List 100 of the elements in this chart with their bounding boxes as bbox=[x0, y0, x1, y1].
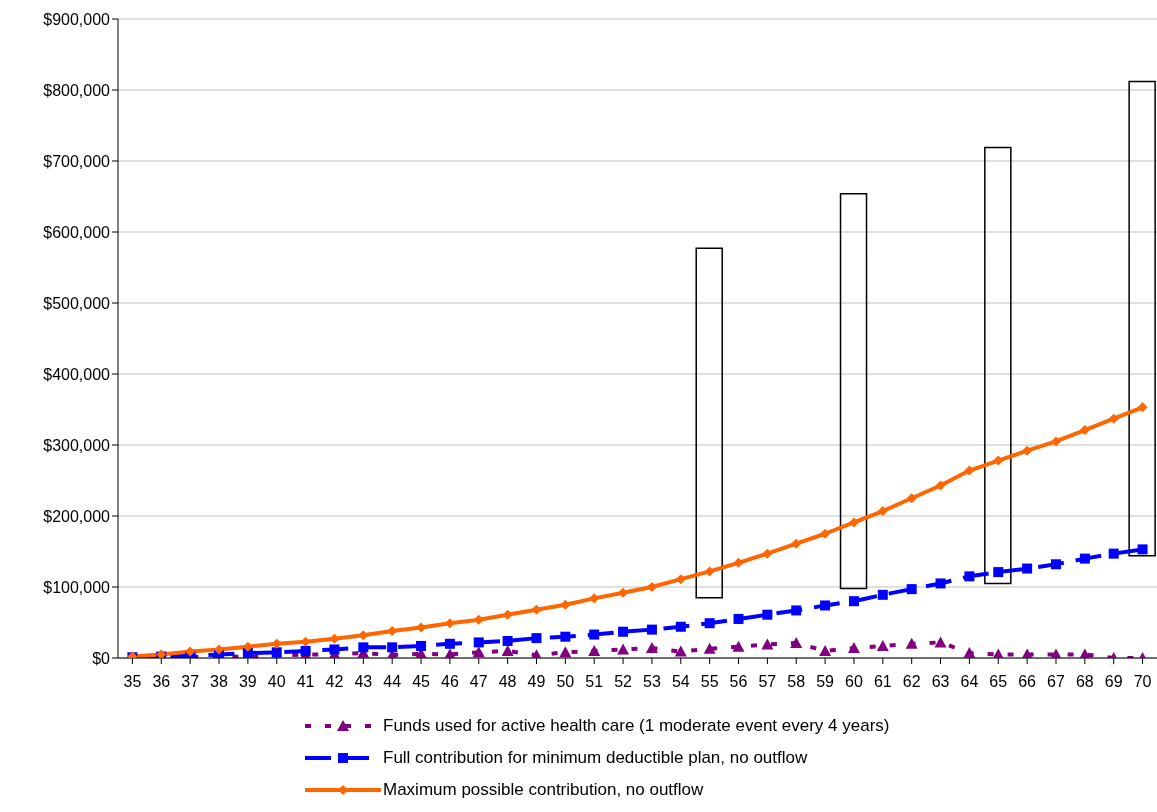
point bbox=[877, 506, 888, 517]
x-tick-label: 63 bbox=[931, 673, 950, 691]
point bbox=[645, 642, 658, 654]
point bbox=[762, 548, 773, 559]
point bbox=[704, 618, 715, 629]
x-tick-label: 47 bbox=[469, 673, 488, 691]
x-tick-label: 41 bbox=[296, 673, 315, 691]
point bbox=[1108, 413, 1119, 424]
y-tick-label: $900,000 bbox=[43, 10, 111, 28]
x-tick-label: 42 bbox=[325, 673, 344, 691]
point bbox=[790, 637, 803, 649]
point bbox=[905, 637, 918, 649]
point bbox=[964, 571, 975, 582]
point bbox=[993, 455, 1004, 466]
y-tick-label: $0 bbox=[92, 649, 111, 667]
point bbox=[589, 629, 600, 640]
bar bbox=[1128, 80, 1156, 557]
point bbox=[733, 557, 744, 568]
x-tick-label: 55 bbox=[700, 673, 719, 691]
x-tick-label: 62 bbox=[902, 673, 921, 691]
y-tick-label: $600,000 bbox=[43, 223, 111, 241]
x-tick-label: 37 bbox=[181, 673, 200, 691]
x-tick-label: 70 bbox=[1133, 673, 1152, 691]
point bbox=[472, 646, 485, 658]
bar bbox=[984, 146, 1012, 585]
point bbox=[1079, 425, 1090, 436]
x-tick-label: 52 bbox=[614, 673, 633, 691]
point bbox=[819, 644, 832, 656]
point bbox=[1137, 544, 1148, 555]
x-tick-label: 60 bbox=[845, 673, 863, 691]
point bbox=[185, 646, 196, 657]
x-tick-label: 56 bbox=[729, 673, 748, 691]
point bbox=[876, 639, 889, 651]
x-tick-label: 64 bbox=[960, 673, 979, 691]
bar bbox=[695, 247, 723, 599]
legend-label: Full contribution for minimum deductible plan, no outflow bbox=[383, 748, 808, 768]
point bbox=[732, 640, 745, 652]
y-tick-label: $300,000 bbox=[43, 436, 111, 454]
point bbox=[560, 631, 571, 642]
point bbox=[214, 644, 225, 655]
point bbox=[329, 644, 340, 655]
point bbox=[473, 637, 484, 648]
point bbox=[1108, 548, 1119, 559]
point bbox=[935, 578, 946, 589]
x-tick-label: 49 bbox=[527, 673, 546, 691]
x-tick-label: 65 bbox=[989, 673, 1008, 691]
point bbox=[618, 626, 629, 637]
y-tick-label: $100,000 bbox=[43, 578, 111, 596]
bar bbox=[839, 192, 868, 590]
point bbox=[675, 574, 686, 585]
point bbox=[964, 465, 975, 476]
point bbox=[847, 642, 860, 654]
x-tick-label: 59 bbox=[816, 673, 835, 691]
x-tick-label: 43 bbox=[354, 673, 373, 691]
point bbox=[559, 646, 572, 658]
legend-label: Funds used for active health care (1 moderate event every 4 years) bbox=[383, 716, 890, 736]
point bbox=[416, 640, 427, 651]
point bbox=[935, 480, 946, 491]
y-tick-label: $400,000 bbox=[43, 365, 111, 383]
point bbox=[617, 643, 630, 655]
point bbox=[502, 635, 513, 646]
point bbox=[848, 517, 859, 528]
point bbox=[820, 600, 831, 611]
x-tick-label: 45 bbox=[412, 673, 431, 691]
point bbox=[934, 636, 947, 648]
point bbox=[444, 638, 455, 649]
x-tick-label: 38 bbox=[210, 673, 229, 691]
x-tick-label: 58 bbox=[787, 673, 806, 691]
x-tick-label: 69 bbox=[1104, 673, 1123, 691]
point bbox=[993, 567, 1004, 578]
point bbox=[674, 645, 687, 657]
point bbox=[1079, 553, 1090, 564]
point bbox=[646, 624, 657, 635]
point bbox=[761, 638, 774, 650]
point bbox=[358, 642, 369, 653]
point bbox=[1050, 559, 1061, 570]
point bbox=[675, 621, 686, 632]
point bbox=[531, 604, 542, 615]
y-tick-label: $700,000 bbox=[43, 152, 111, 170]
point bbox=[906, 584, 917, 595]
x-tick-label: 40 bbox=[267, 673, 286, 691]
x-tick-label: 57 bbox=[758, 673, 777, 691]
y-tick-label: $800,000 bbox=[43, 81, 111, 99]
legend-label: Maximum possible contribution, no outflow bbox=[383, 780, 704, 800]
point bbox=[387, 642, 398, 653]
point bbox=[1050, 436, 1061, 447]
point bbox=[589, 593, 600, 604]
point bbox=[791, 538, 802, 549]
x-tick-label: 51 bbox=[585, 673, 604, 691]
point bbox=[1022, 445, 1033, 456]
point bbox=[848, 596, 859, 607]
point bbox=[1022, 563, 1033, 574]
y-tick-label: $500,000 bbox=[43, 294, 111, 312]
x-tick-label: 44 bbox=[383, 673, 402, 691]
x-tick-label: 35 bbox=[123, 673, 142, 691]
x-tick-label: 39 bbox=[238, 673, 257, 691]
point bbox=[1137, 402, 1148, 413]
point bbox=[703, 642, 716, 654]
point bbox=[560, 599, 571, 610]
point bbox=[531, 633, 542, 644]
